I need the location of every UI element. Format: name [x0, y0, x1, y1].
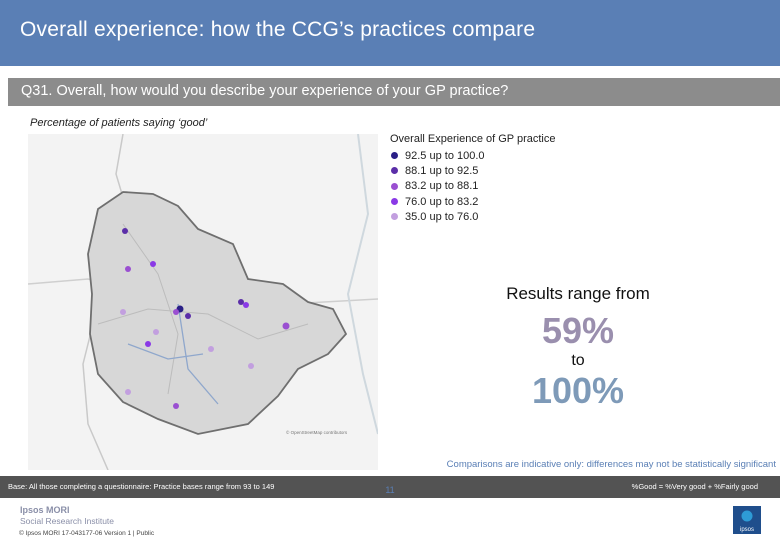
results-intro: Results range from: [506, 284, 650, 303]
base-bar: Base: All those completing a questionnai…: [0, 476, 780, 498]
practice-marker[interactable]: [120, 309, 126, 315]
map-rail: [127, 343, 204, 360]
legend-item: 83.2 up to 88.1: [390, 179, 580, 194]
page-number: 11: [385, 485, 395, 495]
base-text: Base: All those completing a questionnai…: [8, 482, 275, 491]
practice-marker[interactable]: [173, 309, 179, 315]
map-coastline: [346, 133, 379, 435]
practice-marker[interactable]: [122, 228, 128, 234]
map-legend: Overall Experience of GP practice 92.5 u…: [390, 133, 580, 224]
map-road: [122, 223, 179, 395]
legend-label: 92.5 up to 100.0: [405, 149, 485, 162]
practice-marker[interactable]: [153, 329, 159, 335]
practice-marker[interactable]: [125, 266, 131, 272]
footer-meta: © Ipsos MORI 17-043177-06 Version 1 | Pu…: [19, 530, 155, 537]
practice-marker[interactable]: [125, 389, 131, 395]
legend-swatch-icon: [391, 167, 398, 175]
page-title: Overall experience: how the CCG’s practi…: [20, 18, 536, 41]
practice-marker[interactable]: [243, 302, 249, 308]
ipsos-logo-icon: ipsos: [733, 506, 761, 534]
legend-swatch-icon: [391, 213, 398, 221]
map-credit: © OpenStreetMap contributors: [286, 429, 348, 435]
practice-marker[interactable]: [282, 322, 290, 330]
comparison-caveat: Comparisons are indicative only: differe…: [446, 459, 776, 470]
legend-label: 83.2 up to 88.1: [405, 180, 479, 193]
results-to: to: [571, 352, 585, 369]
ipsos-badge-svg: ipsos: [733, 506, 761, 534]
title-bar: Overall experience: how the CCG’s practi…: [0, 0, 780, 66]
question-bar: Q31. Overall, how would you describe you…: [8, 78, 780, 106]
footer: 11 Ipsos MORI Social Research Institute …: [0, 485, 780, 540]
legend-swatch-icon: [391, 152, 398, 160]
practice-marker[interactable]: [145, 341, 151, 347]
ccg-map: © OpenStreetMap contributors: [27, 133, 379, 471]
practice-marker[interactable]: [173, 403, 179, 409]
legend-item: 88.1 up to 92.5: [390, 163, 580, 178]
legend-item: 92.5 up to 100.0: [390, 148, 580, 163]
results-high-value: 100%: [531, 370, 625, 411]
legend-label: 35.0 up to 76.0: [405, 210, 479, 223]
map-road: [97, 308, 309, 340]
ccg-boundary: [87, 191, 348, 435]
legend-swatch-icon: [391, 182, 398, 190]
legend-item: 76.0 up to 83.2: [390, 194, 580, 209]
practice-marker[interactable]: [185, 313, 191, 319]
question-text: Q31. Overall, how would you describe you…: [21, 83, 509, 99]
badge-text: ipsos: [740, 527, 754, 533]
practice-marker[interactable]: [208, 346, 214, 352]
subtitle: Percentage of patients saying ‘good’: [30, 117, 208, 129]
practice-marker[interactable]: [150, 261, 156, 267]
map-svg: © OpenStreetMap contributors: [27, 133, 379, 471]
legend-label: 88.1 up to 92.5: [405, 164, 479, 177]
division-name: Social Research Institute: [20, 516, 115, 526]
ipsos-mori-logo: Ipsos MORI: [20, 505, 70, 515]
legend-item: 35.0 up to 76.0: [390, 209, 580, 224]
legend-swatch-icon: [391, 198, 398, 206]
map-rail: [177, 303, 219, 405]
practice-marker[interactable]: [248, 363, 254, 369]
legend-label: 76.0 up to 83.2: [405, 195, 479, 208]
practice-marker[interactable]: [238, 299, 244, 305]
legend-title: Overall Experience of GP practice: [390, 133, 556, 145]
results-low-value: 59%: [541, 310, 615, 351]
base-note: %Good = %Very good + %Fairly good: [631, 482, 758, 491]
